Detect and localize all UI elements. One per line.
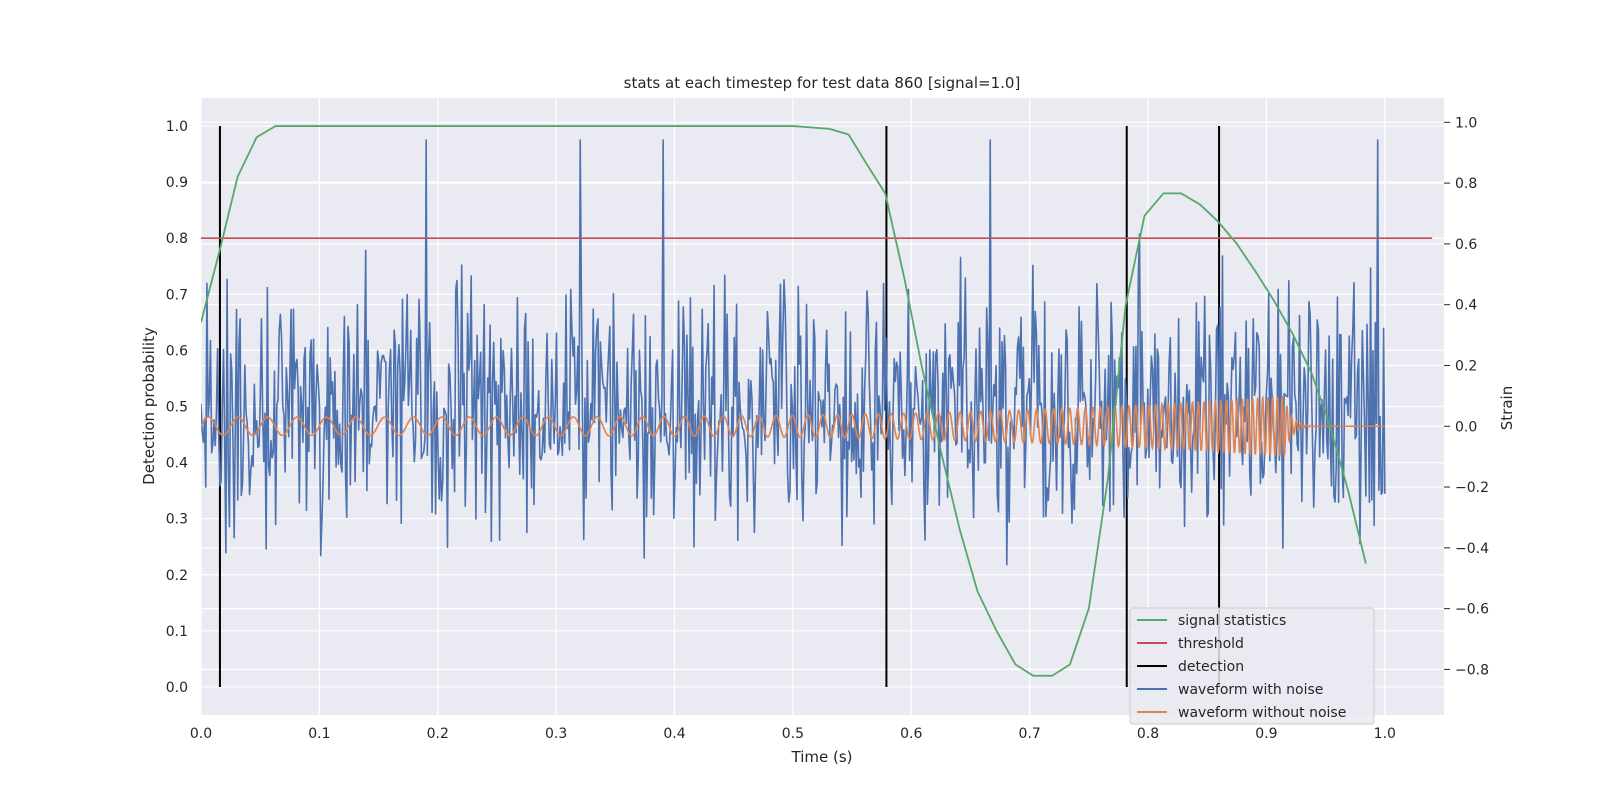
x-tick-label: 0.7 [1019,726,1041,742]
series-line-waveform-without-noise [201,394,1385,457]
ticks: 0.0 0.1 0.2 0.3 0.4 0.5 0.6 0.7 0.8 0.9 1.0 0.0 0.1 0… [166,115,1489,742]
x-tick-label: 0.2 [427,726,449,742]
chart-title: stats at each timestep for test data 860… [624,74,1021,92]
y-tick-label: 0.3 [166,512,188,528]
series-line-waveform-with-noise [201,139,1386,566]
legend-label: waveform without noise [1178,705,1346,721]
series-layer [201,125,1433,687]
x-tick-label: 0.4 [663,726,685,742]
y2-tick-label: 0.6 [1455,237,1477,253]
y2-axis-title: Strain [1498,386,1516,430]
y2-tick-label: 0.2 [1455,358,1477,374]
y-tick-label: 1.0 [166,119,188,135]
y2-tick-label: 0.8 [1455,176,1477,192]
series-clip-group [201,125,1433,687]
x-axis-title: Time (s) [791,748,853,766]
x-tick-label: 0.9 [1255,726,1277,742]
legend-label: detection [1178,659,1244,675]
legend-box [1129,607,1375,725]
y-axis-title: Detection probability [140,327,158,485]
legend-label: threshold [1178,636,1244,652]
y2-tick-label: 0.4 [1455,298,1477,314]
series-line-signal-statistics [201,125,1367,677]
x-tick-label: 0.5 [782,726,804,742]
y2-tick-label: −0.8 [1455,662,1489,678]
y-tick-label: 0.8 [166,231,188,247]
y-tick-label: 0.4 [166,456,188,472]
x-tick-label: 0.1 [308,726,330,742]
x-tick-label: 0.0 [190,726,212,742]
y-tick-label: 0.2 [166,568,188,584]
y2-tick-label: 0.0 [1455,419,1477,435]
legend: signal statistics threshold detection wavef… [1129,607,1375,725]
y-tick-label: 0.5 [166,400,188,416]
y-tick-label: 0.7 [166,287,188,303]
x-tick-label: 0.3 [545,726,567,742]
x-tick-label: 0.8 [1137,726,1159,742]
y2-tick-label: 1.0 [1455,115,1477,131]
y2-tick-label: −0.2 [1455,480,1489,496]
y2-tick-label: −0.4 [1455,541,1489,557]
x-tick-label: 0.6 [900,726,922,742]
y-tick-label: 0.6 [166,343,188,359]
y-tick-label: 0.0 [166,680,188,696]
y2-tick-label: −0.6 [1455,602,1489,618]
y-tick-label: 0.9 [166,175,188,191]
x-tick-label: 1.0 [1374,726,1396,742]
y-tick-label: 0.1 [166,624,188,640]
legend-label: signal statistics [1178,613,1286,629]
legend-label: waveform with noise [1178,682,1323,698]
